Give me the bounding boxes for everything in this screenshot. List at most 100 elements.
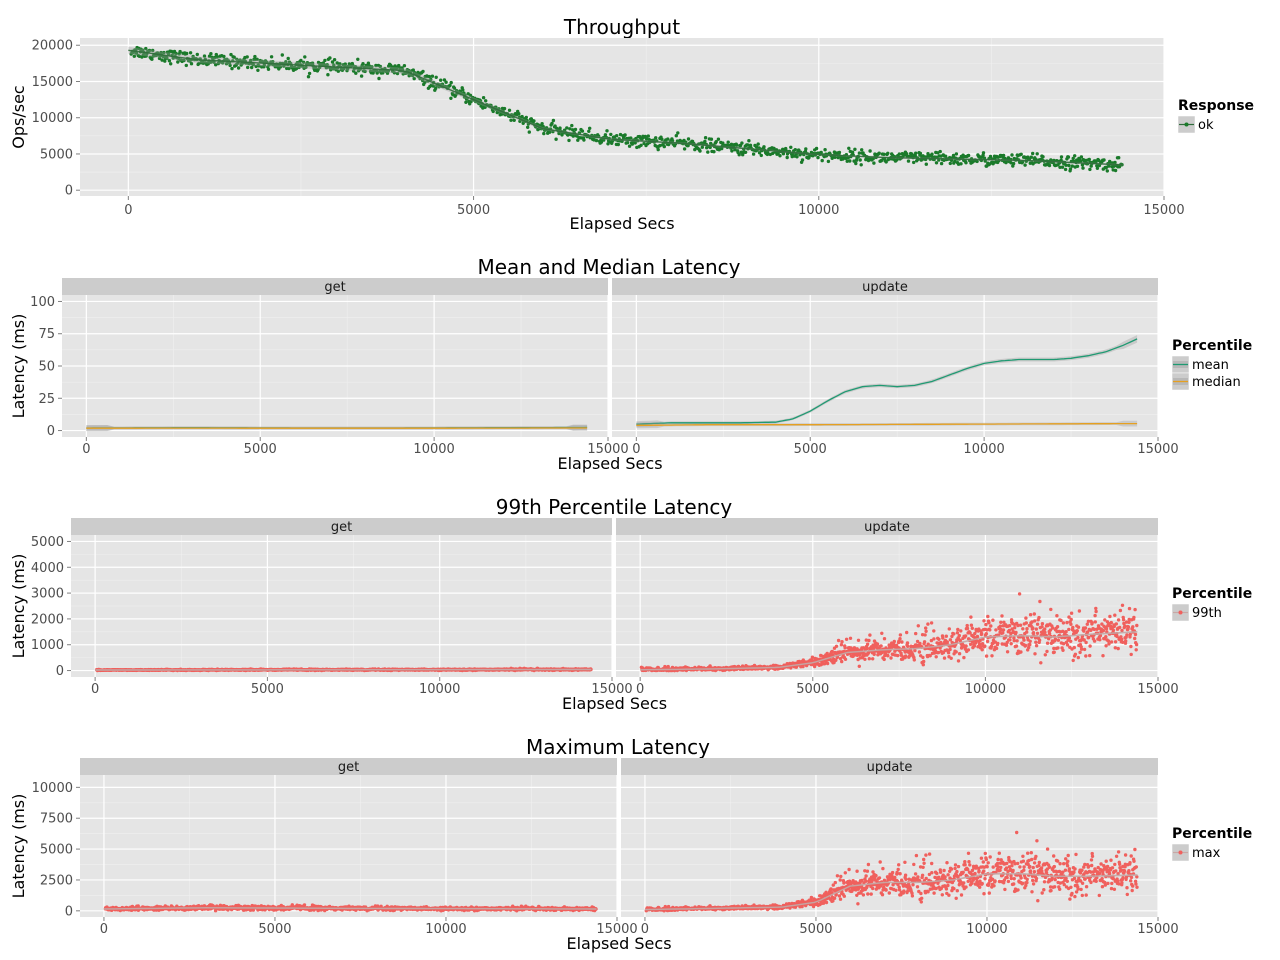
ok-point bbox=[793, 148, 797, 152]
x-tick-label: 5000 bbox=[457, 203, 490, 218]
99th-point bbox=[1133, 632, 1138, 637]
99th-point bbox=[1047, 637, 1051, 641]
ok-point bbox=[1117, 156, 1121, 160]
99th-point bbox=[1114, 622, 1119, 626]
99th-point bbox=[996, 641, 1000, 646]
99th-point bbox=[1085, 622, 1090, 626]
99th-point bbox=[838, 656, 843, 661]
99th-point bbox=[1101, 654, 1105, 658]
99th-point bbox=[840, 640, 844, 644]
ok-point bbox=[1068, 167, 1073, 171]
99th-point bbox=[1127, 620, 1131, 624]
ok-point bbox=[163, 59, 167, 63]
99th-point bbox=[1071, 625, 1075, 630]
99th-point bbox=[889, 656, 893, 660]
y-tick-label: 20000 bbox=[32, 39, 73, 54]
ok-point bbox=[423, 80, 427, 84]
ok-point bbox=[509, 118, 513, 122]
ok-point bbox=[1113, 168, 1118, 173]
ok-point bbox=[207, 54, 212, 58]
ok-point bbox=[351, 69, 356, 73]
99th-point bbox=[1133, 607, 1137, 612]
ok-point bbox=[966, 153, 971, 158]
x-axis-label: Elapsed Secs bbox=[566, 934, 671, 953]
ok-point bbox=[740, 141, 744, 145]
99th-point bbox=[982, 619, 986, 623]
ok-point bbox=[147, 48, 152, 53]
99th-point bbox=[867, 657, 871, 661]
99th-point bbox=[988, 628, 992, 632]
99th-point bbox=[955, 631, 960, 635]
99th-point bbox=[905, 630, 909, 635]
ok-point bbox=[930, 152, 934, 156]
99th-point bbox=[1109, 620, 1114, 625]
99th-point bbox=[1128, 632, 1133, 637]
99th-point bbox=[1113, 640, 1118, 644]
ok-point bbox=[803, 149, 808, 154]
ok-point bbox=[674, 134, 678, 138]
99th-point bbox=[840, 659, 844, 664]
ok-point bbox=[132, 54, 136, 58]
facet-label: get bbox=[331, 520, 352, 535]
99th-point bbox=[1094, 606, 1098, 611]
ok-point bbox=[208, 60, 213, 64]
ok-point bbox=[756, 142, 760, 146]
99th-point bbox=[1055, 625, 1060, 629]
ok-point bbox=[1079, 155, 1084, 159]
99th-point bbox=[1018, 623, 1023, 627]
ok-point bbox=[411, 68, 415, 72]
ok-point bbox=[343, 62, 347, 66]
99th-point bbox=[836, 638, 841, 643]
ok-point bbox=[599, 140, 604, 144]
y-tick-label: 2000 bbox=[31, 612, 64, 627]
ok-point bbox=[306, 75, 311, 79]
data-layer bbox=[636, 335, 1138, 429]
99th-point bbox=[984, 654, 989, 658]
legend-entry: mean bbox=[1192, 358, 1229, 373]
ok-point bbox=[988, 154, 993, 159]
ok-point bbox=[868, 149, 872, 153]
99th-point bbox=[936, 650, 941, 655]
y-axis-label: Latency (ms) bbox=[9, 314, 28, 419]
99th-point bbox=[1116, 646, 1120, 651]
ok-point bbox=[540, 122, 544, 126]
ok-point bbox=[235, 57, 239, 61]
ok-point bbox=[297, 65, 301, 70]
ok-point bbox=[1011, 161, 1016, 166]
ok-point bbox=[307, 71, 312, 76]
99th-point bbox=[1069, 617, 1073, 622]
y-axis-label: Ops/sec bbox=[9, 85, 28, 148]
ok-point bbox=[951, 153, 956, 158]
ok-point bbox=[858, 158, 862, 162]
99th-point bbox=[1009, 642, 1013, 646]
99th-point bbox=[947, 627, 951, 631]
99th-point bbox=[1092, 627, 1097, 632]
99th-point bbox=[1014, 644, 1019, 648]
ok-point bbox=[882, 152, 886, 156]
99th-point bbox=[1129, 644, 1133, 649]
99th-point bbox=[1048, 628, 1053, 632]
ok-point bbox=[481, 96, 486, 100]
ok-point bbox=[714, 140, 718, 144]
99th-point bbox=[1098, 638, 1102, 642]
99th-point bbox=[1084, 654, 1088, 658]
y-tick-label: 3000 bbox=[31, 587, 64, 602]
99th-point bbox=[1093, 620, 1098, 624]
99th-point bbox=[932, 629, 936, 633]
y-tick-label: 5000 bbox=[31, 535, 64, 550]
ok-point bbox=[188, 51, 193, 55]
99th-point bbox=[1043, 653, 1048, 657]
ok-point bbox=[751, 152, 756, 156]
ok-point bbox=[1075, 164, 1080, 168]
99th-point bbox=[923, 633, 927, 637]
ok-point bbox=[939, 161, 944, 166]
facet-label: update bbox=[864, 520, 910, 535]
ok-point bbox=[785, 155, 789, 160]
legend-entry: median bbox=[1192, 375, 1241, 390]
99th-point bbox=[921, 663, 925, 667]
ok-point bbox=[726, 140, 730, 144]
99th-point bbox=[1012, 638, 1016, 643]
